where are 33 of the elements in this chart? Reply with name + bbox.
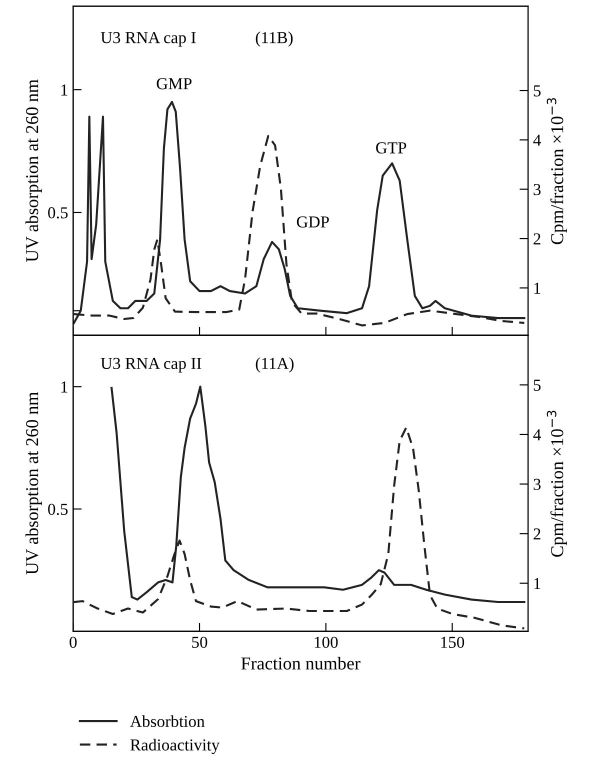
y2-tick-label: 3 <box>534 184 541 196</box>
x-tick-label: 100 <box>314 636 338 648</box>
y2-tick-label: 5 <box>534 380 541 391</box>
annotation: GDP <box>296 216 329 228</box>
x-axis-title: Fraction number <box>241 656 360 670</box>
annotation: GMP <box>156 78 192 90</box>
annotation: (11B) <box>256 32 293 47</box>
y-axis-title: UV absorption at 260 nm <box>26 392 42 575</box>
y2-tick-label: 2 <box>534 528 540 540</box>
legend-label: Absorbtion <box>130 715 205 728</box>
y-tick-label: 0.5 <box>48 504 68 516</box>
y-tick-label: 0.5 <box>48 207 68 218</box>
annotation: (11A) <box>256 357 294 372</box>
x-tick-label: 0 <box>70 636 77 648</box>
y-axis-title: UV absorption at 260 nm <box>26 79 42 262</box>
y2-tick-label: 4 <box>533 429 541 440</box>
line-series <box>73 100 526 324</box>
y2-axis-title: Cpm/fraction ×10$^{−3}$ <box>546 410 567 557</box>
annotation: U3 RNA cap II <box>100 358 202 372</box>
y2-tick-label: 2 <box>534 233 540 244</box>
annotation: GTP <box>376 142 406 154</box>
x-tick-label: 150 <box>441 636 464 648</box>
y2-tick-label: 3 <box>534 478 541 490</box>
legend-label: Radioactivity <box>130 738 220 754</box>
x-tick-label: 50 <box>192 636 208 648</box>
annotation: U3 RNA cap I <box>100 32 196 47</box>
y2-tick-label: 4 <box>533 134 541 146</box>
y2-tick-label: 5 <box>534 85 541 96</box>
y2-tick-label: 1 <box>534 578 540 590</box>
y-tick-label: 1 <box>61 84 68 96</box>
y2-axis-title: Cpm/fraction ×10$^{−3}$ <box>546 98 567 244</box>
y-tick-label: 1 <box>61 381 68 392</box>
y2-tick-label: 1 <box>534 282 540 294</box>
